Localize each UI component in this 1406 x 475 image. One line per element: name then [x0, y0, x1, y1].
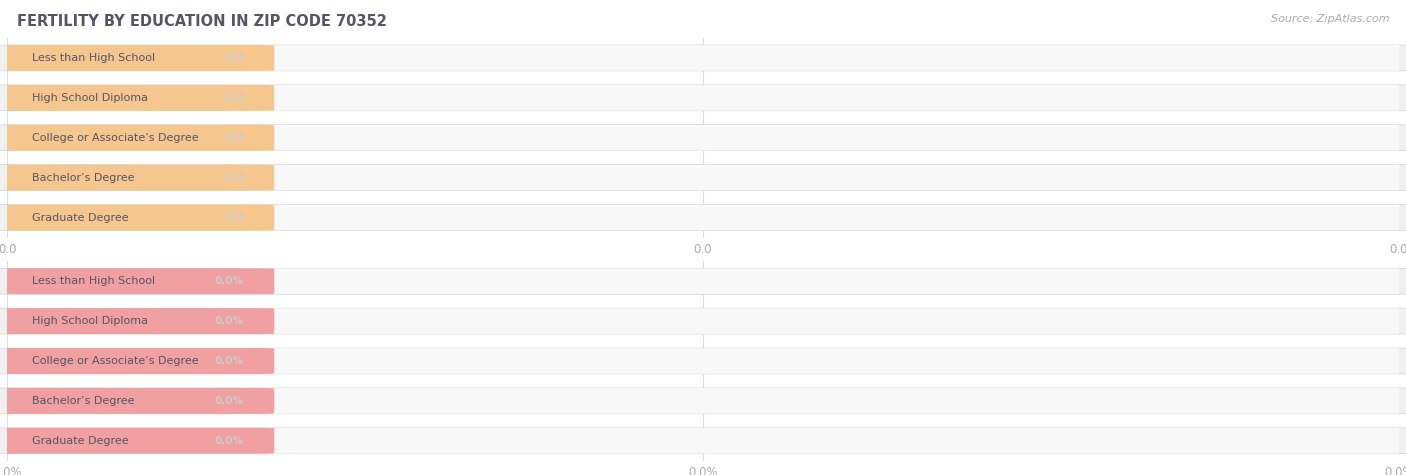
- FancyBboxPatch shape: [0, 348, 274, 374]
- FancyBboxPatch shape: [239, 268, 1406, 294]
- FancyBboxPatch shape: [239, 308, 1406, 334]
- Text: 0.0%: 0.0%: [215, 356, 243, 366]
- FancyBboxPatch shape: [0, 165, 1406, 190]
- FancyBboxPatch shape: [0, 85, 274, 111]
- FancyBboxPatch shape: [239, 388, 1406, 414]
- FancyBboxPatch shape: [0, 268, 274, 294]
- Text: 0.0%: 0.0%: [215, 276, 243, 286]
- Text: FERTILITY BY EDUCATION IN ZIP CODE 70352: FERTILITY BY EDUCATION IN ZIP CODE 70352: [17, 14, 387, 29]
- FancyBboxPatch shape: [0, 388, 274, 414]
- FancyBboxPatch shape: [239, 205, 1406, 230]
- FancyBboxPatch shape: [0, 348, 1406, 374]
- FancyBboxPatch shape: [0, 85, 1406, 111]
- Text: High School Diploma: High School Diploma: [32, 316, 148, 326]
- FancyBboxPatch shape: [0, 308, 274, 334]
- FancyBboxPatch shape: [0, 308, 1406, 334]
- FancyBboxPatch shape: [0, 165, 274, 190]
- Text: Source: ZipAtlas.com: Source: ZipAtlas.com: [1271, 14, 1389, 24]
- FancyBboxPatch shape: [0, 45, 274, 71]
- Text: College or Associate’s Degree: College or Associate’s Degree: [32, 356, 198, 366]
- FancyBboxPatch shape: [0, 125, 274, 151]
- FancyBboxPatch shape: [239, 428, 1406, 454]
- FancyBboxPatch shape: [0, 428, 274, 454]
- Text: 0.0%: 0.0%: [215, 316, 243, 326]
- FancyBboxPatch shape: [0, 388, 1406, 414]
- Text: 0.0: 0.0: [225, 172, 243, 183]
- Text: Bachelor’s Degree: Bachelor’s Degree: [32, 396, 135, 406]
- FancyBboxPatch shape: [0, 125, 1406, 151]
- FancyBboxPatch shape: [0, 205, 1406, 230]
- FancyBboxPatch shape: [0, 205, 274, 230]
- Text: Less than High School: Less than High School: [32, 53, 155, 63]
- FancyBboxPatch shape: [239, 348, 1406, 374]
- FancyBboxPatch shape: [239, 165, 1406, 190]
- Text: 0.0%: 0.0%: [215, 436, 243, 446]
- FancyBboxPatch shape: [239, 85, 1406, 111]
- Text: 0.0: 0.0: [225, 133, 243, 143]
- FancyBboxPatch shape: [0, 268, 1406, 294]
- Text: Graduate Degree: Graduate Degree: [32, 212, 129, 223]
- FancyBboxPatch shape: [0, 45, 1406, 71]
- Text: Bachelor’s Degree: Bachelor’s Degree: [32, 172, 135, 183]
- Text: Less than High School: Less than High School: [32, 276, 155, 286]
- Text: 0.0: 0.0: [225, 212, 243, 223]
- Text: Graduate Degree: Graduate Degree: [32, 436, 129, 446]
- Text: High School Diploma: High School Diploma: [32, 93, 148, 103]
- Text: 0.0%: 0.0%: [215, 396, 243, 406]
- FancyBboxPatch shape: [0, 428, 1406, 454]
- Text: 0.0: 0.0: [225, 53, 243, 63]
- Text: 0.0: 0.0: [225, 93, 243, 103]
- FancyBboxPatch shape: [239, 125, 1406, 151]
- Text: College or Associate’s Degree: College or Associate’s Degree: [32, 133, 198, 143]
- FancyBboxPatch shape: [239, 45, 1406, 71]
